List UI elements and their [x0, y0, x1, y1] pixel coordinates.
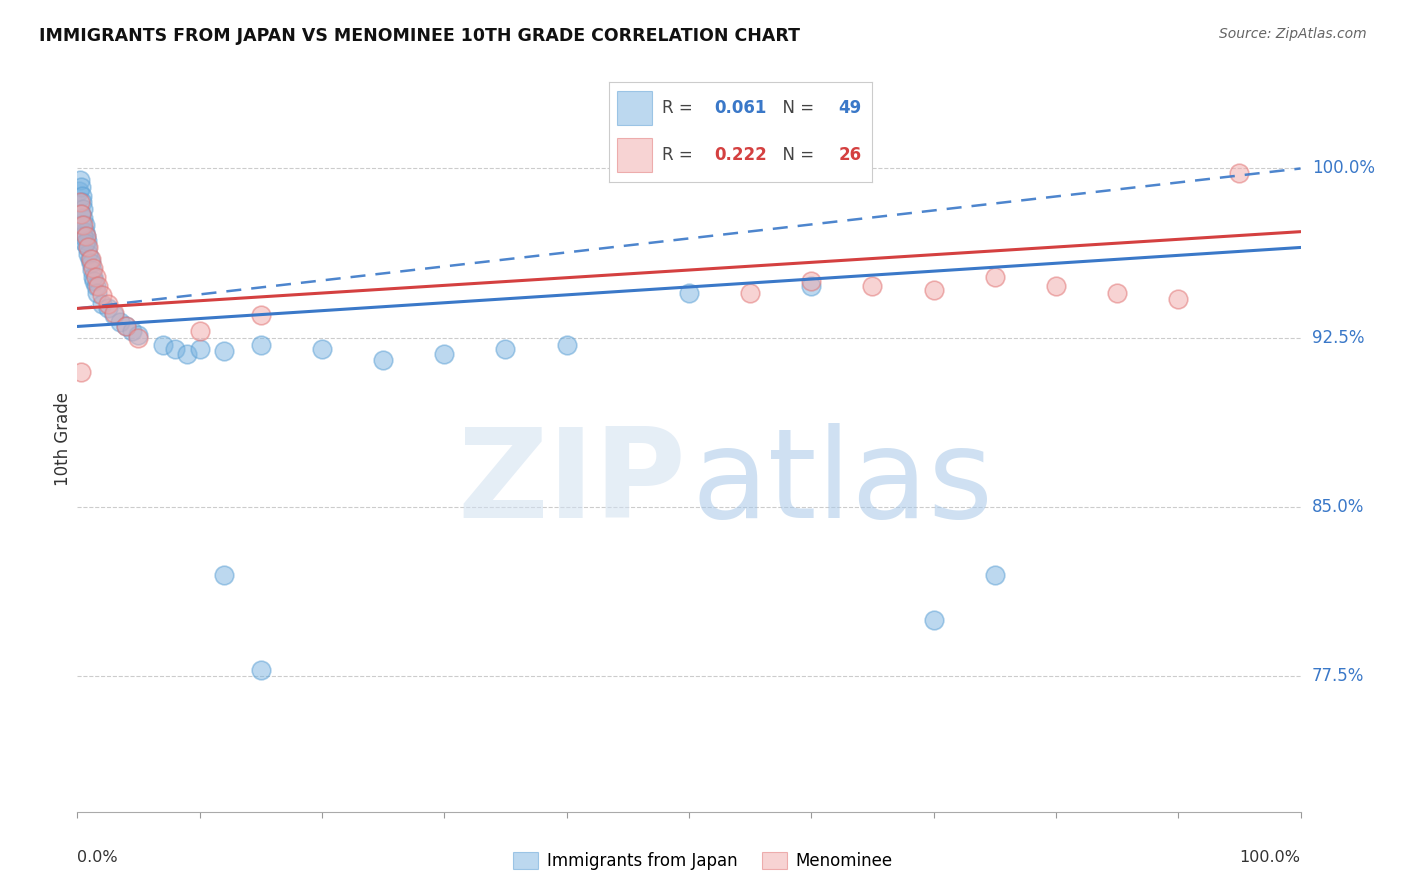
- Point: [212, 567, 235, 582]
- Text: atlas: atlas: [692, 424, 994, 544]
- Point: [127, 328, 149, 343]
- Point: [72, 218, 94, 232]
- Point: [212, 344, 235, 359]
- Text: 0.0%: 0.0%: [77, 850, 118, 865]
- Point: [72, 229, 94, 244]
- Point: [82, 269, 104, 284]
- Point: [70, 365, 93, 379]
- Point: [73, 218, 96, 232]
- Point: [70, 179, 93, 194]
- Point: [80, 252, 103, 266]
- Point: [84, 269, 107, 284]
- Point: [108, 315, 131, 329]
- Y-axis label: 10th Grade: 10th Grade: [53, 392, 72, 486]
- Point: [984, 269, 1007, 284]
- Point: [188, 324, 211, 338]
- Point: [433, 346, 456, 360]
- Point: [73, 235, 96, 250]
- Point: [371, 353, 394, 368]
- Point: [83, 274, 105, 288]
- Point: [70, 195, 93, 210]
- Text: ZIP: ZIP: [458, 424, 686, 544]
- Point: [1167, 293, 1189, 307]
- Point: [922, 613, 945, 627]
- Point: [70, 206, 93, 220]
- Point: [115, 319, 138, 334]
- Point: [76, 234, 98, 248]
- Point: [127, 331, 149, 345]
- Point: [250, 337, 273, 351]
- Point: [69, 173, 91, 187]
- Point: [103, 308, 125, 322]
- Text: IMMIGRANTS FROM JAPAN VS MENOMINEE 10TH GRADE CORRELATION CHART: IMMIGRANTS FROM JAPAN VS MENOMINEE 10TH …: [39, 27, 800, 45]
- Point: [67, 184, 90, 198]
- Text: 92.5%: 92.5%: [1312, 329, 1364, 347]
- Text: 85.0%: 85.0%: [1312, 498, 1364, 516]
- Point: [90, 297, 112, 311]
- Point: [82, 260, 104, 275]
- Point: [87, 278, 110, 293]
- Point: [72, 202, 94, 216]
- Point: [1045, 278, 1067, 293]
- Point: [1107, 285, 1129, 300]
- Point: [115, 319, 138, 334]
- Point: [69, 195, 91, 210]
- Point: [70, 188, 93, 202]
- Point: [176, 346, 198, 360]
- Point: [1229, 166, 1251, 180]
- Point: [84, 278, 107, 293]
- Point: [80, 256, 103, 270]
- Point: [103, 306, 125, 320]
- Point: [922, 284, 945, 298]
- Point: [121, 324, 143, 338]
- Point: [495, 342, 517, 356]
- Point: [250, 308, 273, 322]
- Point: [79, 252, 101, 266]
- Point: [800, 278, 823, 293]
- Text: 77.5%: 77.5%: [1312, 667, 1364, 685]
- Point: [984, 567, 1007, 582]
- Text: 100.0%: 100.0%: [1240, 850, 1301, 865]
- Point: [97, 297, 120, 311]
- Point: [250, 663, 273, 677]
- Point: [75, 229, 97, 244]
- Point: [80, 263, 103, 277]
- Point: [188, 342, 211, 356]
- Point: [311, 342, 333, 356]
- Point: [97, 301, 120, 316]
- Point: [152, 337, 174, 351]
- Point: [70, 206, 93, 220]
- Point: [77, 240, 100, 254]
- Text: 100.0%: 100.0%: [1312, 160, 1375, 178]
- Point: [76, 240, 98, 254]
- Point: [800, 274, 823, 288]
- Point: [740, 285, 762, 300]
- Point: [72, 211, 94, 226]
- Point: [77, 247, 100, 261]
- Point: [75, 229, 97, 244]
- Point: [862, 278, 884, 293]
- Point: [555, 337, 578, 351]
- Point: [90, 288, 112, 302]
- Point: [70, 218, 93, 232]
- Legend: Immigrants from Japan, Menominee: Immigrants from Japan, Menominee: [506, 845, 900, 877]
- Text: Source: ZipAtlas.com: Source: ZipAtlas.com: [1219, 27, 1367, 41]
- Point: [678, 285, 700, 300]
- Point: [86, 285, 108, 300]
- Point: [73, 225, 96, 239]
- Point: [165, 342, 187, 356]
